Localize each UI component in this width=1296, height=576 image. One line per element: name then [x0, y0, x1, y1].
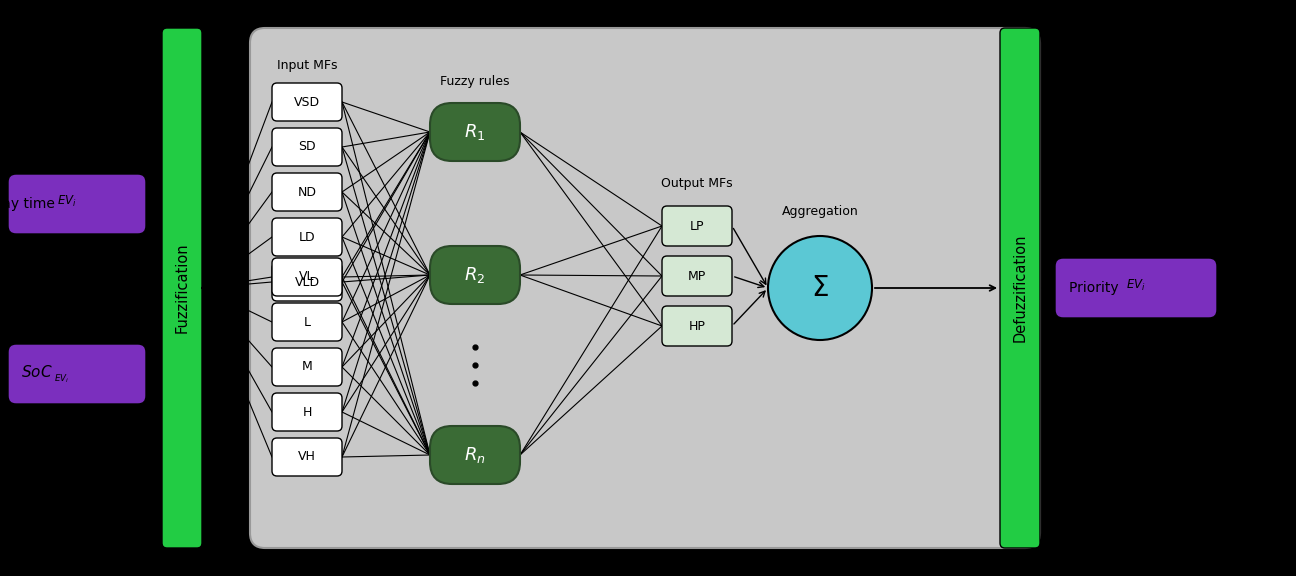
Text: Priority: Priority [1069, 281, 1124, 295]
Text: $SoC$: $SoC$ [21, 364, 52, 380]
Text: $\Sigma$: $\Sigma$ [811, 274, 829, 302]
Text: Output MFs: Output MFs [661, 177, 732, 191]
FancyBboxPatch shape [8, 174, 146, 234]
FancyBboxPatch shape [272, 263, 342, 301]
Text: $EV_i$: $EV_i$ [1126, 278, 1146, 293]
Text: $R_n$: $R_n$ [464, 445, 486, 465]
FancyBboxPatch shape [662, 256, 732, 296]
FancyBboxPatch shape [1055, 258, 1217, 318]
Text: Fuzzification: Fuzzification [175, 242, 189, 334]
Text: HP: HP [688, 320, 705, 332]
Text: $EV_i$: $EV_i$ [57, 194, 76, 209]
FancyBboxPatch shape [272, 258, 342, 296]
Text: LD: LD [298, 230, 315, 244]
Text: VLD: VLD [294, 275, 320, 289]
Text: Stay time: Stay time [0, 197, 54, 211]
FancyBboxPatch shape [272, 438, 342, 476]
Text: Defuzzification: Defuzzification [1012, 234, 1028, 342]
Text: VSD: VSD [294, 96, 320, 108]
FancyBboxPatch shape [162, 28, 202, 548]
FancyBboxPatch shape [272, 128, 342, 166]
FancyBboxPatch shape [272, 348, 342, 386]
FancyBboxPatch shape [430, 246, 520, 304]
FancyBboxPatch shape [272, 393, 342, 431]
FancyBboxPatch shape [272, 83, 342, 121]
Text: L: L [303, 316, 311, 328]
Text: Input MFs: Input MFs [277, 59, 337, 71]
Circle shape [769, 236, 872, 340]
FancyBboxPatch shape [272, 303, 342, 341]
FancyBboxPatch shape [662, 206, 732, 246]
Text: $R_2$: $R_2$ [464, 265, 486, 285]
Text: ND: ND [298, 185, 316, 199]
Text: VL: VL [299, 271, 315, 283]
Text: VH: VH [298, 450, 316, 464]
Text: LP: LP [689, 219, 704, 233]
FancyBboxPatch shape [272, 173, 342, 211]
FancyBboxPatch shape [250, 28, 1039, 548]
Text: H: H [302, 406, 311, 419]
FancyBboxPatch shape [430, 103, 520, 161]
Text: SD: SD [298, 141, 316, 153]
FancyBboxPatch shape [8, 344, 146, 404]
Text: Aggregation: Aggregation [781, 204, 858, 218]
FancyBboxPatch shape [1001, 28, 1039, 548]
FancyBboxPatch shape [662, 306, 732, 346]
FancyBboxPatch shape [430, 426, 520, 484]
Text: MP: MP [688, 270, 706, 282]
Text: M: M [302, 361, 312, 373]
Text: Fuzzy rules: Fuzzy rules [441, 74, 509, 88]
Text: $R_1$: $R_1$ [464, 122, 486, 142]
FancyBboxPatch shape [272, 218, 342, 256]
Text: $_{EV_i}$: $_{EV_i}$ [54, 373, 70, 385]
